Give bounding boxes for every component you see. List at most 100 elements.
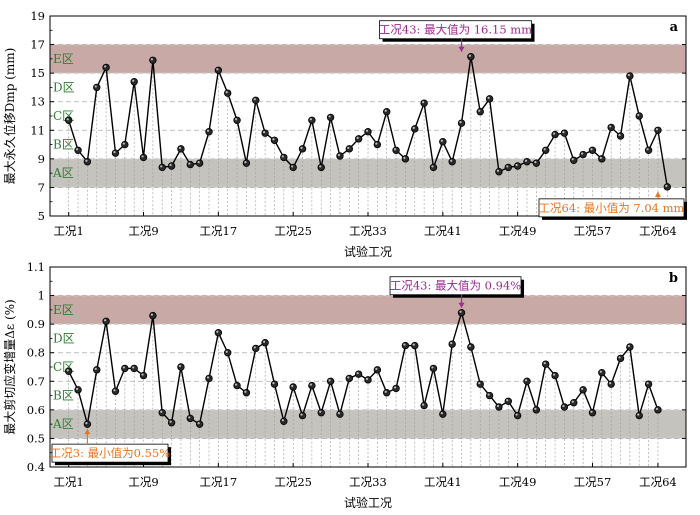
data-point-highlight bbox=[244, 161, 247, 164]
data-point bbox=[616, 354, 625, 363]
zone-label-E区: E区 bbox=[53, 52, 74, 66]
data-point-highlight bbox=[440, 412, 443, 415]
data-point-highlight bbox=[309, 383, 312, 386]
data-point bbox=[111, 149, 120, 157]
x-tick-label: 工况64 bbox=[639, 475, 677, 489]
y-tick-label: 11 bbox=[30, 123, 45, 137]
data-point bbox=[224, 89, 232, 97]
data-point-highlight bbox=[272, 138, 275, 141]
x-tick-label: 工况49 bbox=[499, 475, 537, 489]
data-point bbox=[588, 146, 597, 154]
y-tick-label: 0.8 bbox=[27, 346, 45, 360]
data-point bbox=[626, 343, 634, 351]
annotation-label: 工况43: 最大值为 0.94% bbox=[390, 279, 521, 293]
data-point bbox=[139, 153, 148, 162]
y-tick-label: 0.5 bbox=[27, 431, 45, 445]
data-point-highlight bbox=[665, 184, 668, 187]
data-point-highlight bbox=[618, 133, 621, 137]
data-point bbox=[373, 140, 382, 149]
data-point-highlight bbox=[225, 350, 228, 353]
data-point-highlight bbox=[534, 161, 537, 164]
data-point-highlight bbox=[627, 73, 630, 77]
y-axis-title: 最大永久位移Dmp (mm) bbox=[2, 48, 17, 185]
data-point bbox=[663, 183, 671, 191]
annotation-arrow-head bbox=[458, 46, 465, 52]
data-point bbox=[411, 341, 419, 350]
data-point bbox=[579, 386, 587, 394]
data-point-highlight bbox=[253, 346, 256, 349]
zone-label-A区: A区 bbox=[52, 166, 74, 180]
data-point-highlight bbox=[534, 407, 537, 410]
data-point-highlight bbox=[132, 366, 135, 369]
data-point-highlight bbox=[384, 109, 387, 112]
series-line bbox=[68, 310, 659, 426]
annotation-box bbox=[389, 276, 522, 296]
data-point-highlight bbox=[655, 128, 659, 131]
data-point-highlight bbox=[468, 54, 471, 57]
zone-label-B区: B区 bbox=[53, 389, 74, 403]
y-tick-label: 7 bbox=[38, 180, 45, 194]
data-point bbox=[289, 163, 297, 172]
data-point-highlight bbox=[403, 343, 406, 346]
data-point bbox=[467, 53, 475, 61]
data-point-highlight bbox=[440, 139, 443, 142]
panel-label: a bbox=[670, 20, 679, 35]
data-point-highlight bbox=[543, 362, 546, 365]
data-point bbox=[532, 406, 541, 414]
data-point bbox=[635, 112, 643, 120]
data-point bbox=[551, 371, 559, 380]
data-point-highlight bbox=[319, 410, 322, 413]
data-point-highlight bbox=[234, 383, 238, 386]
data-point bbox=[504, 397, 512, 405]
data-point bbox=[476, 108, 484, 116]
data-point bbox=[411, 125, 419, 133]
data-point-highlight bbox=[291, 384, 294, 388]
x-tick-label: 工况64 bbox=[639, 224, 677, 238]
data-point-highlight bbox=[646, 148, 649, 151]
data-point bbox=[214, 329, 223, 337]
data-point-highlight bbox=[66, 369, 69, 372]
data-point-highlight bbox=[160, 165, 163, 168]
data-point bbox=[635, 411, 643, 420]
zone-band-5 bbox=[50, 295, 686, 325]
data-point-highlight bbox=[234, 118, 238, 121]
data-point-highlight bbox=[253, 98, 256, 101]
data-point-highlight bbox=[655, 407, 659, 410]
x-tick-label: 工况57 bbox=[574, 224, 612, 238]
y-tick-label: 5 bbox=[38, 209, 45, 223]
data-point bbox=[233, 381, 241, 390]
data-point-highlight bbox=[459, 121, 462, 124]
data-point-highlight bbox=[375, 367, 378, 370]
data-point-highlight bbox=[384, 390, 387, 393]
data-point-highlight bbox=[216, 68, 219, 71]
data-point bbox=[242, 389, 251, 397]
data-point bbox=[485, 391, 494, 400]
data-point bbox=[336, 410, 344, 418]
data-point bbox=[167, 419, 176, 427]
data-point-highlight bbox=[169, 420, 172, 423]
data-point bbox=[233, 116, 241, 124]
annotation-arrow-head bbox=[84, 429, 91, 435]
data-point-highlight bbox=[412, 343, 415, 346]
data-point bbox=[289, 383, 297, 391]
data-point-highlight bbox=[75, 148, 79, 151]
data-point bbox=[401, 155, 410, 163]
data-point-highlight bbox=[178, 146, 182, 149]
x-tick-label: 工况49 bbox=[499, 224, 537, 238]
data-point bbox=[252, 344, 260, 353]
data-point bbox=[65, 367, 73, 375]
data-point bbox=[121, 364, 129, 373]
data-point-highlight bbox=[132, 79, 135, 82]
data-point bbox=[93, 366, 101, 374]
data-point bbox=[195, 159, 204, 167]
data-point-highlight bbox=[609, 125, 612, 128]
data-point bbox=[186, 160, 194, 169]
data-point bbox=[252, 96, 260, 104]
data-point-highlight bbox=[291, 165, 294, 168]
data-point-highlight bbox=[524, 159, 528, 162]
data-point bbox=[429, 163, 438, 172]
data-point bbox=[65, 116, 73, 124]
data-point-highlight bbox=[309, 118, 312, 121]
data-point-highlight bbox=[422, 101, 425, 104]
data-point-highlight bbox=[272, 382, 275, 385]
